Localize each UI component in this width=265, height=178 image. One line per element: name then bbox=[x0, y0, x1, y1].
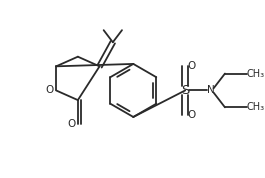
Text: O: O bbox=[45, 85, 54, 95]
Text: O: O bbox=[67, 119, 75, 129]
Text: CH₃: CH₃ bbox=[247, 102, 265, 112]
Text: O: O bbox=[187, 110, 195, 120]
Text: N: N bbox=[207, 85, 214, 95]
Text: S: S bbox=[181, 84, 189, 97]
Text: O: O bbox=[187, 61, 195, 71]
Text: CH₃: CH₃ bbox=[247, 69, 265, 78]
